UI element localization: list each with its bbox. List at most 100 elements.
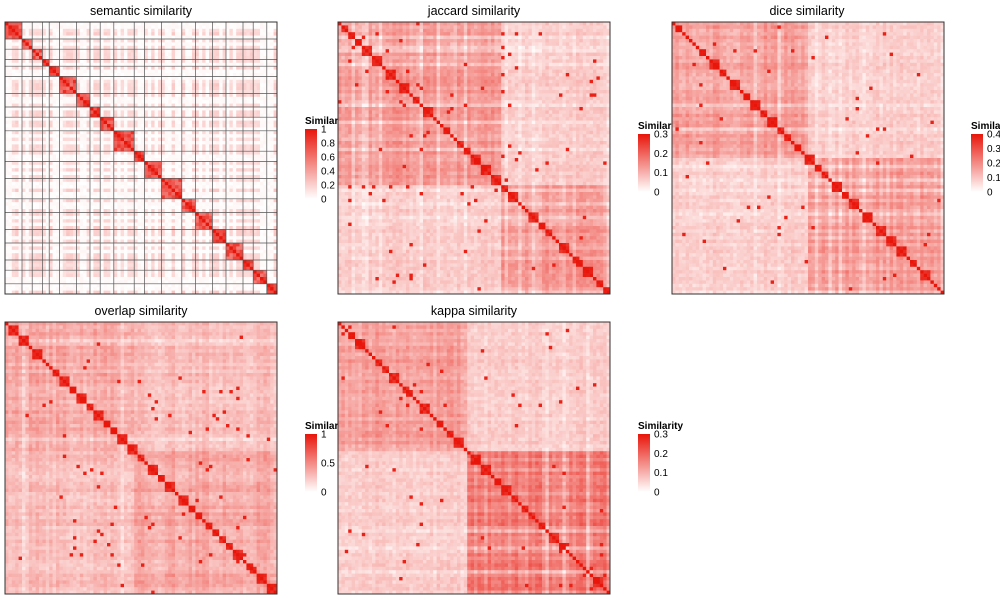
heatmap-cell	[256, 22, 261, 26]
heatmap-cell	[202, 35, 206, 40]
heatmap-cell	[100, 66, 104, 70]
heatmap-cell	[229, 28, 234, 33]
heatmap-cell	[212, 212, 217, 217]
heatmap-cell	[202, 32, 206, 36]
heatmap-cell	[260, 76, 264, 81]
heatmap-cell	[134, 215, 138, 220]
heatmap-cell	[202, 52, 206, 57]
heatmap-cell	[239, 178, 244, 183]
heatmap-cell	[164, 59, 169, 64]
heatmap-cell	[188, 151, 193, 155]
heatmap-cell	[15, 158, 19, 162]
heatmap-cell	[11, 130, 16, 135]
heatmap-cell	[103, 90, 108, 94]
heatmap-cell	[188, 154, 193, 159]
heatmap-cell	[212, 205, 217, 210]
heatmap-cell	[117, 35, 121, 40]
heatmap-cell	[205, 209, 210, 213]
heatmap-cell	[120, 164, 125, 169]
heatmap-cell	[178, 215, 183, 220]
heatmap-cell	[212, 137, 217, 142]
heatmap-cell	[178, 144, 183, 149]
heatmap-cell	[151, 66, 155, 70]
heatmap-cell	[120, 117, 125, 121]
heatmap-cell	[96, 144, 101, 149]
heatmap-cell	[253, 212, 257, 217]
heatmap-cell	[209, 56, 213, 60]
heatmap-cell	[236, 192, 240, 196]
heatmap-cell	[83, 219, 87, 223]
heatmap-cell	[212, 56, 217, 60]
heatmap-cell	[134, 100, 138, 104]
heatmap-cell	[100, 192, 104, 196]
heatmap-cell	[195, 117, 200, 121]
heatmap-cell	[5, 209, 9, 213]
heatmap-cell	[263, 229, 268, 234]
heatmap-cell	[15, 205, 19, 210]
heatmap-cell	[107, 28, 111, 33]
heatmap-cell	[195, 226, 200, 230]
heatmap-cell	[256, 137, 261, 142]
heatmap-cell	[181, 195, 186, 200]
heatmap-cell	[161, 100, 166, 104]
heatmap-cell	[83, 90, 87, 94]
heatmap-cell	[243, 127, 247, 132]
heatmap-cell	[175, 107, 179, 111]
heatmap-cell	[232, 158, 237, 162]
heatmap-cell	[144, 178, 149, 183]
heatmap-cell	[164, 219, 169, 223]
heatmap-cell	[130, 219, 135, 223]
heatmap-cell	[107, 62, 111, 67]
heatmap-cell	[11, 198, 16, 203]
heatmap-cell	[59, 93, 64, 98]
heatmap-cell	[22, 209, 26, 213]
heatmap-cell	[76, 175, 81, 179]
heatmap-cell	[195, 168, 200, 172]
heatmap-cell	[120, 22, 125, 26]
heatmap-cell	[107, 59, 111, 64]
heatmap-cell	[147, 25, 152, 30]
heatmap-cell	[90, 151, 94, 155]
heatmap-cell	[56, 45, 60, 50]
heatmap-cell	[246, 130, 251, 135]
heatmap-cell	[15, 202, 19, 206]
heatmap-cell	[32, 226, 36, 230]
heatmap-cell	[28, 229, 33, 234]
heatmap-cell	[79, 147, 84, 152]
heatmap-cell	[28, 59, 33, 64]
heatmap-cell	[22, 147, 26, 152]
heatmap-cell	[137, 124, 142, 128]
heatmap-cell	[100, 202, 104, 206]
heatmap-cell	[147, 39, 152, 43]
heatmap-cell	[28, 25, 33, 30]
heatmap-cell	[69, 229, 74, 234]
heatmap-cell	[260, 195, 264, 200]
heatmap-cell	[25, 141, 30, 145]
heatmap-cell	[185, 22, 189, 26]
heatmap-cell	[59, 147, 64, 152]
heatmap-cell	[141, 103, 145, 108]
heatmap-cell	[175, 181, 179, 186]
heatmap-cell	[192, 195, 196, 200]
heatmap-cell	[192, 69, 196, 74]
heatmap-cell	[266, 66, 271, 70]
heatmap-cell	[181, 25, 186, 30]
heatmap-cell	[39, 181, 43, 186]
heatmap-cell	[39, 185, 43, 189]
heatmap-cell	[253, 79, 257, 84]
heatmap-cell	[270, 219, 274, 223]
heatmap-cell	[202, 107, 206, 111]
heatmap-cell	[76, 100, 81, 104]
heatmap-cell	[93, 205, 98, 210]
heatmap-cell	[185, 113, 189, 118]
heatmap-cell	[117, 141, 121, 145]
heatmap-cell	[90, 110, 94, 115]
heatmap-cell	[45, 222, 50, 227]
heatmap-cell	[137, 185, 142, 189]
heatmap-cell	[147, 49, 152, 53]
heatmap-cell	[185, 28, 189, 33]
heatmap-cell	[205, 178, 210, 183]
heatmap-cell	[202, 151, 206, 155]
heatmap-cell	[96, 32, 101, 36]
heatmap-cell	[52, 28, 57, 33]
